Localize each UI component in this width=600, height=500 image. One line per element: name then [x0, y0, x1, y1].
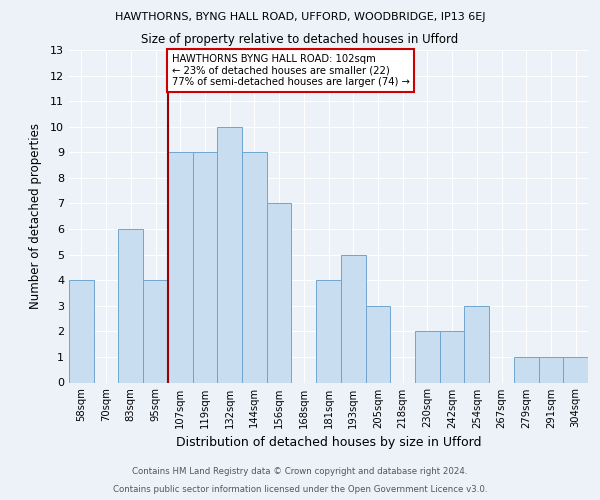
Bar [143, 280, 168, 382]
Text: Contains public sector information licensed under the Open Government Licence v3: Contains public sector information licen… [113, 485, 487, 494]
X-axis label: Distribution of detached houses by size in Ufford: Distribution of detached houses by size … [176, 436, 481, 449]
Bar [242, 152, 267, 382]
Text: Contains HM Land Registry data © Crown copyright and database right 2024.: Contains HM Land Registry data © Crown c… [132, 467, 468, 476]
Text: Size of property relative to detached houses in Ufford: Size of property relative to detached ho… [142, 32, 458, 46]
Bar [365, 306, 390, 382]
Bar [415, 332, 440, 382]
Bar [563, 357, 588, 382]
Bar [193, 152, 217, 382]
Bar [539, 357, 563, 382]
Bar [118, 229, 143, 382]
Bar [316, 280, 341, 382]
Bar [168, 152, 193, 382]
Text: HAWTHORNS, BYNG HALL ROAD, UFFORD, WOODBRIDGE, IP13 6EJ: HAWTHORNS, BYNG HALL ROAD, UFFORD, WOODB… [115, 12, 485, 22]
Bar [464, 306, 489, 382]
Text: HAWTHORNS BYNG HALL ROAD: 102sqm
← 23% of detached houses are smaller (22)
77% o: HAWTHORNS BYNG HALL ROAD: 102sqm ← 23% o… [172, 54, 409, 87]
Y-axis label: Number of detached properties: Number of detached properties [29, 123, 41, 309]
Bar [267, 204, 292, 382]
Bar [69, 280, 94, 382]
Bar [217, 126, 242, 382]
Bar [440, 332, 464, 382]
Bar [514, 357, 539, 382]
Bar [341, 254, 365, 382]
